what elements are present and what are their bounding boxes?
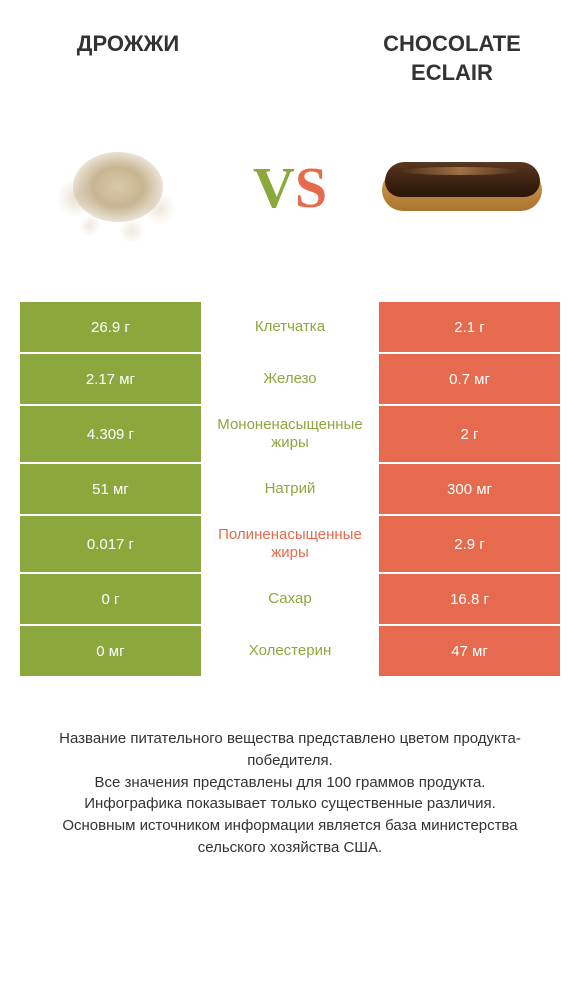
cell-left-value: 26.9 г	[20, 302, 201, 352]
cell-nutrient-label: Сахар	[201, 574, 379, 624]
cell-left-value: 0 мг	[20, 626, 201, 676]
vs-s: S	[295, 155, 327, 220]
product-right-title: CHOCOLATE ECLAIR	[344, 30, 560, 87]
table-row: 0.017 гПолиненасыщенные жиры2.9 г	[20, 516, 560, 574]
table-row: 26.9 гКлетчатка2.1 г	[20, 302, 560, 354]
images-row: VS	[20, 107, 560, 267]
cell-nutrient-label: Клетчатка	[201, 302, 379, 352]
cell-right-value: 2.1 г	[379, 302, 560, 352]
cell-left-value: 2.17 мг	[20, 354, 201, 404]
footer-line-2: Все значения представлены для 100 граммо…	[30, 772, 550, 794]
cell-right-value: 0.7 мг	[379, 354, 560, 404]
footer-line-1: Название питательного вещества представл…	[30, 728, 550, 772]
vs-v: V	[253, 155, 295, 220]
table-row: 51 мгНатрий300 мг	[20, 464, 560, 516]
cell-right-value: 2 г	[379, 406, 560, 462]
cell-left-value: 4.309 г	[20, 406, 201, 462]
footer-line-3: Инфографика показывает только существенн…	[30, 793, 550, 815]
cell-right-value: 2.9 г	[379, 516, 560, 572]
table-row: 4.309 гМононенасыщенные жиры2 г	[20, 406, 560, 464]
cell-nutrient-label: Полиненасыщенные жиры	[201, 516, 379, 572]
cell-right-value: 300 мг	[379, 464, 560, 514]
cell-nutrient-label: Холестерин	[201, 626, 379, 676]
cell-nutrient-label: Мононенасыщенные жиры	[201, 406, 379, 462]
table-row: 0 мгХолестерин47 мг	[20, 626, 560, 678]
cell-right-value: 47 мг	[379, 626, 560, 676]
table-row: 0 гСахар16.8 г	[20, 574, 560, 626]
cell-right-value: 16.8 г	[379, 574, 560, 624]
cell-left-value: 51 мг	[20, 464, 201, 514]
vs-label: VS	[253, 154, 327, 221]
yeast-image	[30, 107, 205, 267]
cell-left-value: 0.017 г	[20, 516, 201, 572]
header-row: ДРОЖЖИ CHOCOLATE ECLAIR	[20, 30, 560, 87]
eclair-image	[375, 107, 550, 267]
footer-text: Название питательного вещества представл…	[20, 728, 560, 859]
footer-line-4: Основным источником информации является …	[30, 815, 550, 859]
cell-left-value: 0 г	[20, 574, 201, 624]
cell-nutrient-label: Натрий	[201, 464, 379, 514]
nutrition-table: 26.9 гКлетчатка2.1 г2.17 мгЖелезо0.7 мг4…	[20, 302, 560, 678]
product-left-title: ДРОЖЖИ	[20, 30, 236, 59]
table-row: 2.17 мгЖелезо0.7 мг	[20, 354, 560, 406]
cell-nutrient-label: Железо	[201, 354, 379, 404]
